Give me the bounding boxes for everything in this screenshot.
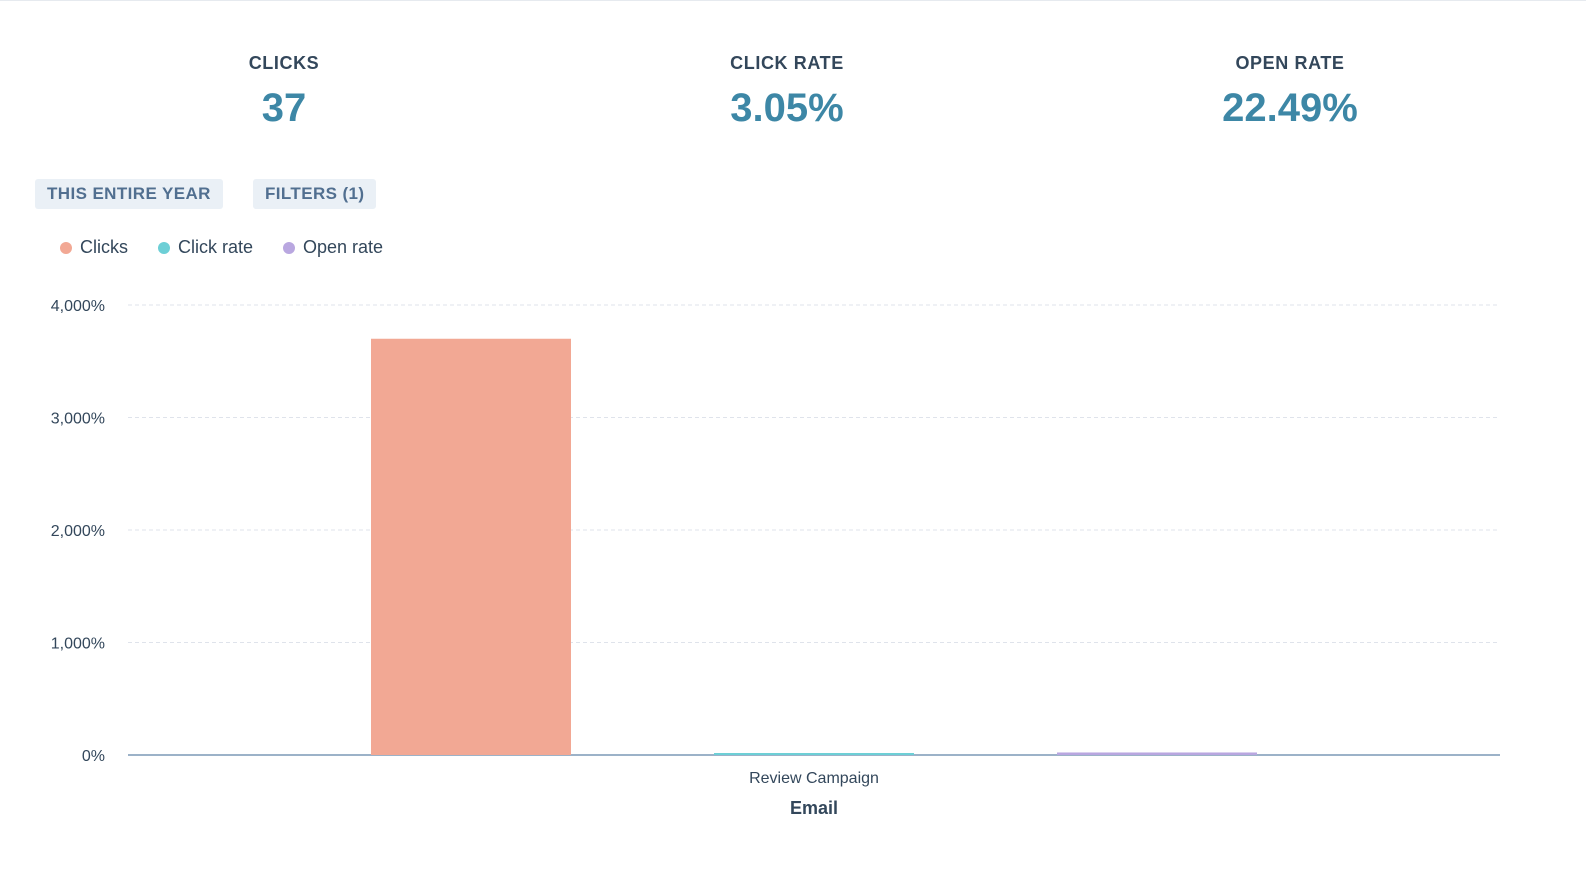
x-tick-label: Review Campaign: [749, 770, 879, 787]
kpi-clicks: CLICKS 37: [134, 51, 434, 131]
filters-button[interactable]: FILTERS (1): [253, 179, 377, 209]
kpi-click-rate-label: CLICK RATE: [730, 53, 844, 73]
kpi-clicks-label: CLICKS: [248, 53, 320, 73]
y-tick-label: 3,000%: [51, 411, 105, 428]
legend-label: Click rate: [178, 237, 254, 257]
kpi-click-rate: CLICK RATE 3.05%: [637, 51, 937, 131]
date-range-filter-button[interactable]: THIS ENTIRE YEAR: [35, 179, 223, 209]
kpi-open-rate: OPEN RATE 22.49%: [1140, 51, 1440, 131]
bar-open-rate[interactable]: [1057, 752, 1257, 755]
bar-clicks[interactable]: [371, 338, 571, 755]
legend-item-click-rate[interactable]: Click rate: [158, 237, 253, 258]
kpi-open-rate-value: 22.49%: [1222, 86, 1358, 130]
x-axis-title: Email: [790, 798, 838, 818]
y-tick-label: 2,000%: [51, 523, 105, 540]
legend-item-open-rate[interactable]: Open rate: [283, 237, 383, 258]
y-tick-label: 0%: [82, 748, 105, 765]
kpi-clicks-value: 37: [261, 86, 307, 130]
legend-item-clicks[interactable]: Clicks: [60, 237, 128, 258]
kpi-click-rate-value: 3.05%: [730, 86, 844, 130]
y-tick-label: 1,000%: [51, 636, 105, 653]
legend-dot-icon: [158, 241, 170, 254]
kpi-open-rate-label: OPEN RATE: [1235, 53, 1345, 73]
chart-legend: Clicks Click rate Open rate: [60, 237, 413, 258]
legend-label: Open rate: [303, 237, 384, 257]
bar-click-rate[interactable]: [714, 753, 914, 755]
legend-dot-icon: [60, 241, 72, 254]
legend-dot-icon: [283, 241, 296, 254]
legend-label: Clicks: [80, 237, 128, 257]
y-tick-label: 4,000%: [51, 298, 105, 315]
